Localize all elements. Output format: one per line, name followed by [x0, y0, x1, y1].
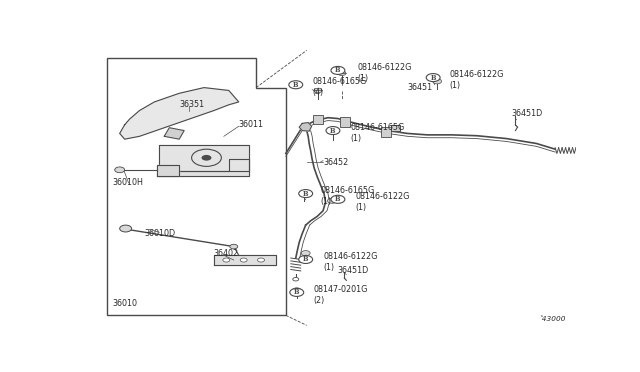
Circle shape: [328, 128, 337, 133]
Text: 36451D: 36451D: [338, 266, 369, 275]
Circle shape: [328, 198, 337, 203]
Polygon shape: [120, 87, 239, 139]
Text: 36451D: 36451D: [511, 109, 543, 118]
Circle shape: [299, 190, 312, 198]
Circle shape: [230, 244, 237, 249]
Text: B: B: [330, 126, 336, 135]
Text: 08146-6165G: 08146-6165G: [312, 77, 366, 86]
Circle shape: [115, 167, 125, 173]
Text: 08146-6122G: 08146-6122G: [449, 70, 504, 79]
Text: B: B: [335, 67, 340, 74]
Text: (2): (2): [313, 296, 324, 305]
Text: B: B: [303, 256, 308, 263]
Circle shape: [299, 256, 312, 263]
Text: 08146-6122G: 08146-6122G: [355, 192, 410, 201]
Circle shape: [300, 191, 308, 196]
Text: (1): (1): [321, 197, 332, 206]
Circle shape: [120, 225, 132, 232]
Polygon shape: [159, 159, 249, 176]
Text: 08146-6165G: 08146-6165G: [321, 186, 375, 195]
Polygon shape: [157, 165, 179, 176]
Text: 08146-6122G: 08146-6122G: [358, 63, 412, 72]
Text: (1): (1): [449, 81, 461, 90]
Circle shape: [338, 71, 346, 76]
Text: 36351: 36351: [179, 100, 204, 109]
Text: (4): (4): [312, 88, 323, 97]
Circle shape: [292, 288, 301, 293]
Bar: [381, 128, 391, 137]
Circle shape: [584, 149, 590, 153]
Text: 36402: 36402: [214, 249, 239, 258]
Circle shape: [289, 81, 303, 89]
Circle shape: [202, 155, 211, 161]
Circle shape: [290, 288, 304, 296]
Text: 08147-0201G: 08147-0201G: [313, 285, 367, 294]
Text: 08146-6165G: 08146-6165G: [350, 123, 404, 132]
Text: (1): (1): [323, 263, 334, 272]
Circle shape: [426, 74, 440, 81]
Circle shape: [292, 278, 299, 281]
Text: B: B: [293, 81, 298, 89]
Polygon shape: [392, 125, 400, 131]
Text: 36010: 36010: [112, 299, 137, 308]
Text: ˃43000: ˃43000: [539, 317, 566, 323]
Text: 08146-6122G: 08146-6122G: [323, 252, 378, 261]
Text: 36010H: 36010H: [112, 178, 143, 187]
Circle shape: [240, 258, 247, 262]
Polygon shape: [159, 145, 249, 171]
Text: 36451: 36451: [408, 83, 433, 92]
Text: 36010D: 36010D: [145, 229, 175, 238]
Circle shape: [314, 88, 322, 93]
Text: B: B: [431, 74, 436, 81]
Text: B: B: [294, 288, 300, 296]
Bar: [313, 115, 323, 124]
Circle shape: [223, 258, 230, 262]
Circle shape: [331, 195, 345, 203]
Circle shape: [331, 67, 345, 74]
Text: 36011: 36011: [239, 121, 264, 129]
Text: (1): (1): [350, 134, 362, 143]
Text: (1): (1): [358, 74, 369, 83]
Circle shape: [301, 251, 310, 256]
Circle shape: [326, 126, 340, 135]
Bar: [340, 118, 350, 126]
Circle shape: [257, 258, 264, 262]
Circle shape: [433, 79, 442, 84]
Polygon shape: [300, 122, 312, 131]
Polygon shape: [214, 255, 276, 265]
Text: (1): (1): [355, 203, 367, 212]
Text: B: B: [303, 190, 308, 198]
Polygon shape: [164, 128, 184, 139]
Text: 36452: 36452: [323, 158, 348, 167]
Text: B: B: [335, 195, 340, 203]
